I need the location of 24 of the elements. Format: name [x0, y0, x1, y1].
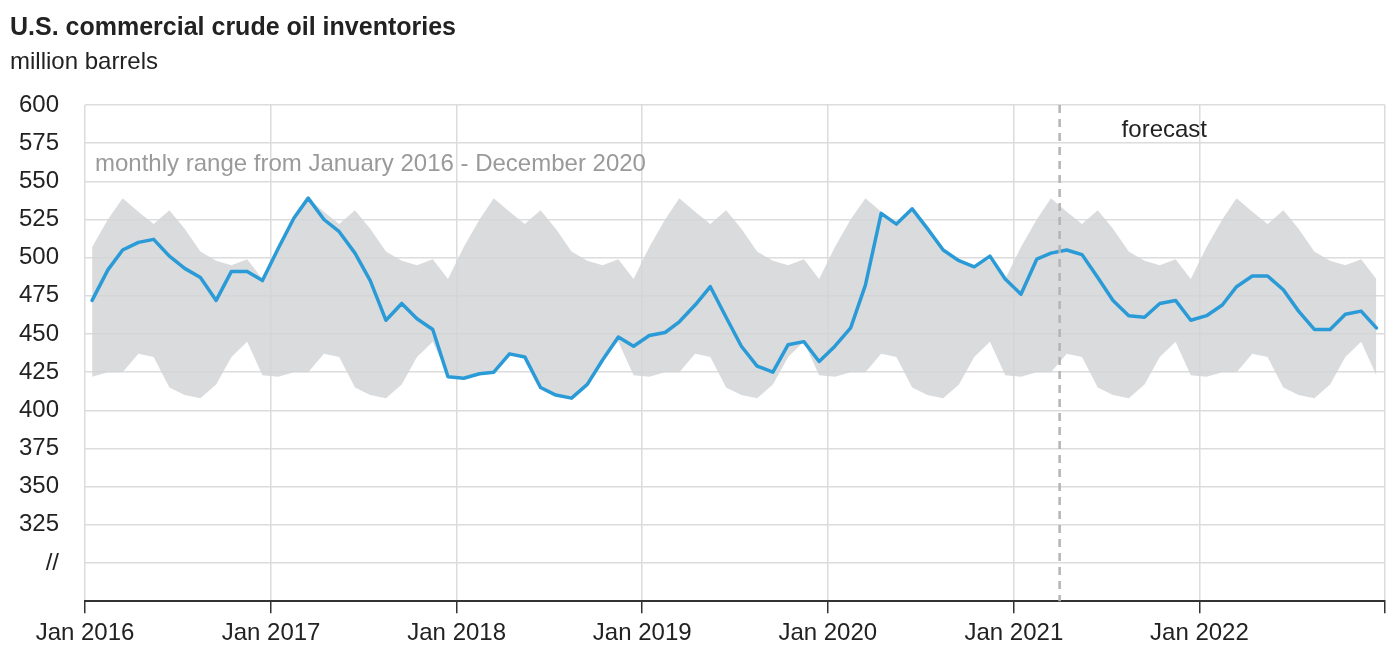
y-tick-label: 600	[18, 89, 59, 117]
y-tick-label: 450	[18, 318, 59, 346]
x-tick-label: Jan 2019	[592, 618, 692, 646]
y-tick-label: 375	[18, 433, 59, 461]
ref-line-label: forecast	[1121, 114, 1208, 142]
y-tick-label: 325	[18, 509, 59, 537]
y-tick-label: 500	[18, 242, 59, 270]
x-tick-label: Jan 2021	[964, 618, 1064, 646]
chart-title: U.S. commercial crude oil inventories	[10, 12, 456, 41]
y-tick-label: //	[45, 547, 60, 575]
x-tick-label: Jan 2022	[1150, 618, 1249, 646]
y-tick-label: 575	[18, 127, 59, 155]
x-tick-label: Jan 2018	[407, 618, 507, 646]
y-tick-label: 400	[18, 394, 59, 422]
x-tick-label: Jan 2017	[221, 618, 321, 646]
y-tick-label: 525	[18, 204, 59, 232]
x-tick-label: Jan 2020	[778, 618, 878, 646]
y-tick-label: 475	[18, 280, 59, 308]
y-tick-label: 425	[18, 356, 59, 384]
y-axis-title: million barrels	[10, 47, 159, 75]
x-tick-label: Jan 2016	[35, 618, 135, 646]
y-tick-label: 550	[18, 165, 59, 193]
y-tick-label: 350	[18, 471, 59, 499]
annotation: monthly range from January 2016 - December 2020	[95, 148, 646, 176]
